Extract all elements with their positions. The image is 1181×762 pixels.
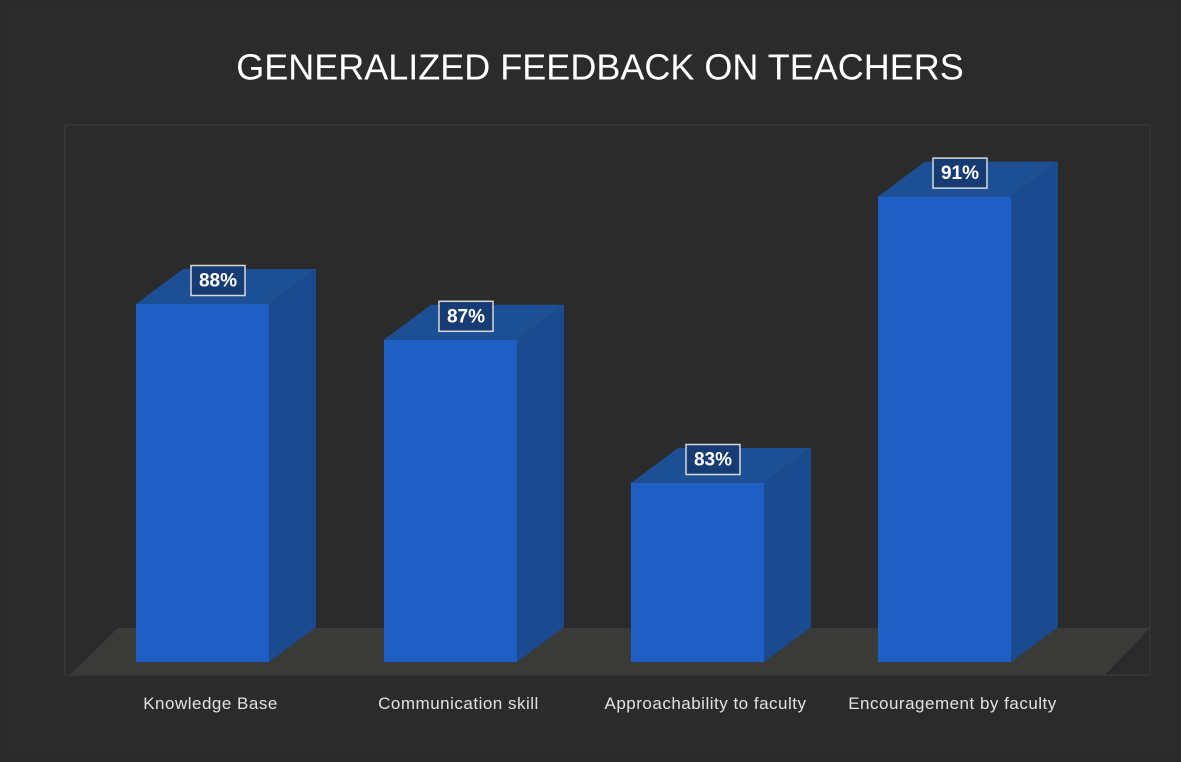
chart-title: GENERALIZED FEEDBACK ON TEACHERS xyxy=(236,47,964,88)
value-label: 88% xyxy=(199,271,237,292)
value-label: 87% xyxy=(447,306,485,327)
bars: 88% 87% 83% 91% xyxy=(136,157,1058,662)
value-label: 91% xyxy=(941,163,979,184)
bar xyxy=(878,196,1011,662)
bar-side xyxy=(764,448,811,662)
value-label: 83% xyxy=(694,450,732,471)
x-tick-label: Encouragement by faculty xyxy=(848,694,1057,713)
bar xyxy=(631,483,764,662)
bar-side xyxy=(1011,161,1058,662)
bar xyxy=(384,339,517,662)
bar-side xyxy=(269,269,316,662)
value-label-box xyxy=(438,300,494,333)
x-tick-label: Approachability to faculty xyxy=(604,694,807,713)
value-label-box xyxy=(190,264,246,297)
bar xyxy=(136,304,269,662)
x-tick-label: Knowledge Base xyxy=(143,694,278,713)
x-tick-label: Communication skill xyxy=(378,694,539,713)
value-label-box xyxy=(685,443,741,476)
value-label-box xyxy=(932,157,988,189)
bar-side xyxy=(517,304,564,662)
